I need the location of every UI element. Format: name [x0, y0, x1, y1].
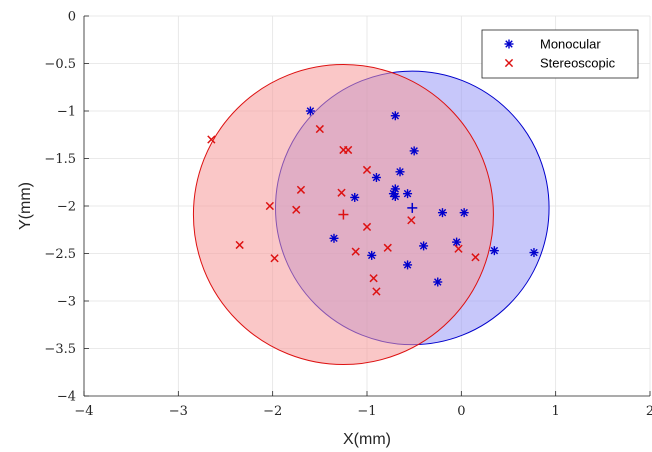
monocular-point — [433, 277, 443, 287]
x-axis-label: X(mm) — [343, 431, 391, 448]
stereoscopic-point — [383, 243, 392, 252]
y-tick-label: −4 — [57, 390, 76, 405]
stereoscopic-point — [337, 188, 346, 197]
y-tick-label: −1.5 — [44, 152, 76, 167]
stereoscopic-point — [235, 240, 244, 250]
monocular-point — [403, 189, 413, 199]
x-tick-label: 1 — [552, 404, 560, 419]
monocular-point — [459, 208, 469, 218]
monocular-point — [371, 173, 381, 182]
legend-item-stereoscopic-label: Stereoscopic — [540, 56, 616, 71]
axes: −4 −3 −2 −1 0 1 2 0 −0.5 −1 −1.5 −2 −2.5 −3 −3.5 −4 — [44, 10, 652, 420]
y-tick-label: −3.5 — [44, 342, 76, 357]
monocular-point — [350, 192, 360, 202]
stereoscopic-centroid — [338, 209, 349, 220]
x-tick-label: 2 — [646, 404, 652, 419]
monocular-point — [329, 233, 339, 243]
monocular-point — [395, 167, 405, 177]
monocular-point — [452, 237, 462, 247]
stereoscopic-point — [407, 216, 416, 225]
stereoscopic-point — [315, 124, 324, 134]
legend-item-monocular-label: Monocular — [540, 37, 601, 52]
stereoscopic-point — [270, 254, 279, 263]
x-tick-label: −3 — [169, 404, 188, 419]
y-tick-label: −0.5 — [44, 57, 76, 72]
legend: Monocular Stereoscopic — [481, 29, 639, 79]
monocular-point — [403, 260, 413, 270]
x-tick-label: −4 — [74, 404, 93, 419]
stereoscopic-point — [344, 145, 353, 155]
y-tick-label: 0 — [68, 10, 76, 25]
stereoscopic-point — [372, 287, 381, 296]
legend-item-stereoscopic-marker — [504, 58, 514, 68]
monocular-point — [437, 208, 447, 218]
monocular-point — [390, 111, 400, 121]
y-tick-label: −1 — [57, 105, 76, 120]
monocular-point — [367, 250, 377, 260]
x-tick-label: −2 — [263, 404, 282, 419]
monocular-point — [529, 248, 539, 258]
stereoscopic-point — [207, 135, 216, 144]
legend-box — [481, 29, 639, 79]
y-axis-label: Y(mm) — [17, 182, 34, 230]
stereoscopic-point — [296, 185, 306, 194]
monocular-centroid — [407, 202, 418, 213]
stereoscopic-point — [265, 201, 274, 211]
y-tick-label: −3 — [57, 295, 76, 310]
stereoscopic-point — [471, 253, 480, 262]
y-tick-label: −2.5 — [44, 247, 76, 262]
stereoscopic-point — [351, 247, 360, 256]
stereoscopic-point — [454, 244, 463, 253]
stereoscopic-point — [362, 222, 372, 232]
monocular-point — [489, 246, 499, 256]
y-tick-label: −2 — [57, 200, 76, 215]
monocular-point — [409, 146, 419, 156]
monocular-point — [390, 192, 400, 201]
stereoscopic-point — [292, 205, 301, 214]
data-points — [207, 106, 539, 296]
legend-item-monocular-marker — [504, 39, 514, 49]
stereoscopic-point — [362, 165, 372, 175]
monocular-point — [419, 241, 429, 251]
x-tick-label: −1 — [357, 404, 376, 419]
x-tick-label: 0 — [457, 404, 465, 419]
stereoscopic-point — [369, 274, 378, 283]
monocular-point — [305, 106, 315, 116]
